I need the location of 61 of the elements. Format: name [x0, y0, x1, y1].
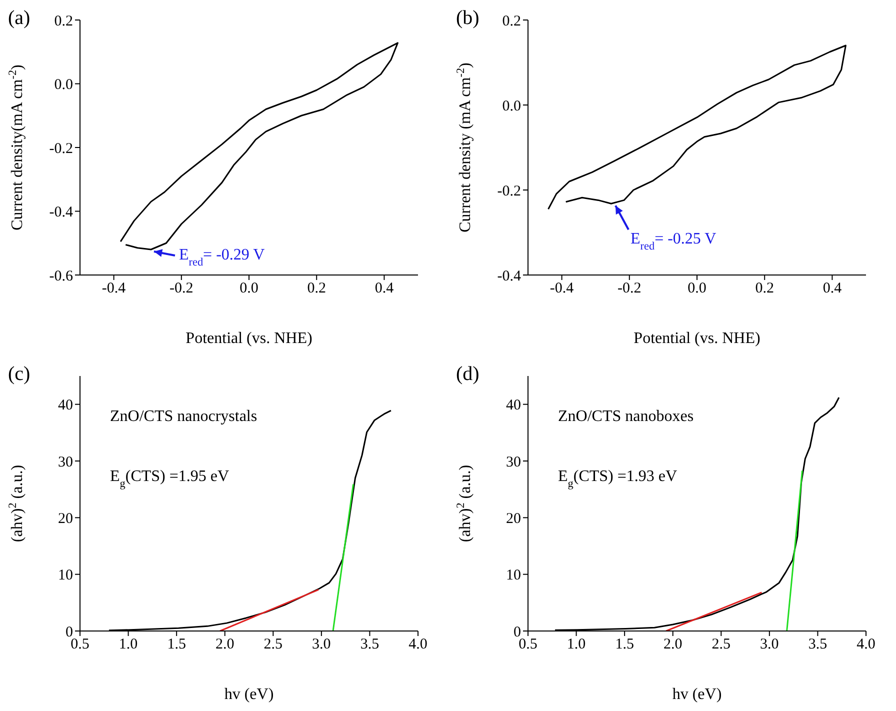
x-tick-label: 3.0 — [312, 636, 331, 652]
x-tick-label: 4.0 — [856, 636, 876, 652]
y-tick-label: 20 — [58, 510, 73, 526]
x-axis-title: Potential (vs. NHE) — [186, 330, 312, 347]
y-tick-label: 40 — [506, 397, 521, 414]
y-tick-label: -0.2 — [497, 183, 521, 200]
x-tick-label: 3.5 — [360, 636, 380, 652]
x-tick-label: 0.5 — [518, 636, 538, 652]
chart-title: (b) — [456, 7, 480, 29]
y-tick-label: 10 — [58, 567, 73, 584]
x-tick-label: 0.0 — [688, 280, 706, 297]
x-tick-label: 0.4 — [822, 280, 842, 297]
x-tick-label: 2.5 — [264, 636, 283, 652]
y-tick-label: 0.0 — [54, 77, 73, 94]
x-tick-label: -0.4 — [550, 280, 574, 297]
x-tick-label: 4.0 — [408, 636, 428, 652]
x-tick-label: 1.0 — [118, 636, 138, 652]
x-tick-label: 3.0 — [760, 636, 779, 652]
x-axis-title: Potential (vs. NHE) — [634, 330, 760, 347]
y-tick-label: -0.4 — [49, 204, 74, 221]
y-tick-label: 0 — [66, 624, 73, 640]
x-axis-title: hv (eV) — [672, 686, 722, 702]
y-tick-label: -0.6 — [49, 268, 74, 284]
y-tick-label: 0 — [514, 624, 521, 640]
chart-title: (c) — [8, 362, 30, 384]
y-tick-label: -0.2 — [49, 140, 73, 157]
x-tick-label: -0.2 — [170, 280, 194, 297]
x-tick-label: 0.2 — [307, 280, 326, 297]
x-tick-label: 2.0 — [663, 636, 682, 652]
annotation: E$_{red}$= -0.29 V — [178, 246, 266, 268]
annotation: E$_{red}$= -0.25 V — [630, 230, 717, 253]
x-tick-label: 1.0 — [566, 636, 586, 652]
x-tick-label: 0.5 — [70, 636, 90, 652]
chart-title: (d) — [456, 362, 480, 384]
x-tick-label: 1.5 — [615, 636, 634, 652]
annotation: E$_{g}$(CTS) =1.95 eV — [110, 468, 230, 490]
line-series — [548, 44, 846, 210]
line-series — [120, 42, 398, 250]
chart-title: (a) — [8, 7, 30, 29]
y-tick-label: 40 — [58, 397, 73, 414]
annotation: ZnO/CTS nanoboxes — [558, 408, 694, 424]
y-tick-label: -0.4 — [497, 268, 522, 284]
y-tick-label: 30 — [58, 454, 73, 470]
y-tick-label: 0.2 — [54, 13, 73, 30]
y-tick-label: 0.0 — [502, 98, 521, 114]
annotation: ZnO/CTS nanocrystals — [110, 408, 258, 424]
x-tick-label: -0.4 — [102, 280, 126, 297]
x-tick-label: 0.4 — [374, 280, 394, 297]
x-tick-label: 0.2 — [755, 280, 774, 297]
y-tick-label: 0.2 — [502, 13, 521, 30]
x-tick-label: 1.5 — [167, 636, 186, 652]
x-tick-label: 2.5 — [712, 636, 731, 652]
annotation: E$_{g}$(CTS) =1.93 eV — [558, 468, 678, 490]
x-tick-label: 3.5 — [808, 636, 828, 652]
y-tick-label: 10 — [506, 567, 521, 584]
y-tick-label: 20 — [506, 510, 521, 526]
y-tick-label: 30 — [506, 454, 521, 470]
x-tick-label: 0.0 — [240, 280, 258, 297]
x-tick-label: -0.2 — [618, 280, 642, 297]
x-axis-title: hv (eV) — [224, 686, 274, 702]
x-tick-label: 2.0 — [215, 636, 234, 652]
